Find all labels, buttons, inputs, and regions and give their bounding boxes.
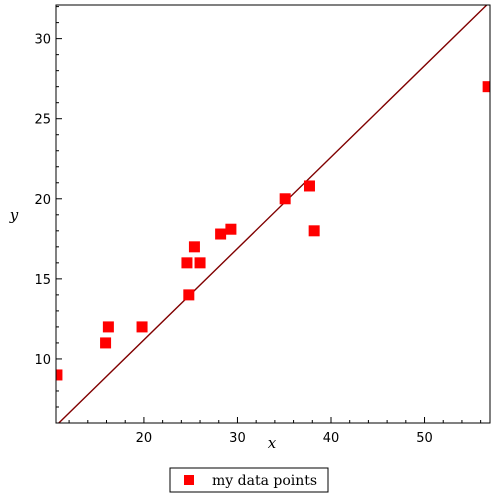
x-axis-title: x (268, 434, 277, 452)
minor-ticks (56, 6, 482, 424)
y-tick-label: 20 (34, 193, 51, 208)
legend-box (169, 467, 329, 493)
data-point (183, 289, 195, 301)
tick-labels: 20 30 40 50 10 15 20 25 30 (34, 33, 432, 446)
y-tick-label: 10 (34, 353, 51, 368)
x-tick-label: 40 (323, 431, 340, 446)
data-point (100, 337, 112, 349)
major-ticks (56, 38, 426, 423)
y-axis-title: y (9, 206, 19, 224)
data-point (215, 228, 227, 240)
legend-label: my data points (212, 473, 317, 489)
series-layer (56, 5, 490, 423)
data-point (279, 193, 291, 205)
data-point (482, 81, 490, 93)
x-tick-label: 20 (136, 431, 153, 446)
x-tick-label: 50 (416, 431, 433, 446)
data-point (56, 369, 63, 381)
y-tick-label: 30 (34, 33, 51, 48)
data-point (188, 241, 200, 253)
data-point (136, 321, 148, 333)
legend-marker (184, 475, 194, 485)
data-point (225, 223, 237, 235)
y-tick-label: 25 (34, 113, 51, 128)
data-point (303, 180, 315, 192)
x-tick-label: 30 (229, 431, 246, 446)
data-point (194, 257, 206, 269)
line-segment (58, 5, 488, 423)
plot-frame (55, 4, 491, 424)
data-point (308, 225, 320, 237)
data-point (181, 257, 193, 269)
y-tick-label: 15 (34, 273, 51, 288)
legend: my data points (169, 467, 329, 493)
data-point (102, 321, 114, 333)
